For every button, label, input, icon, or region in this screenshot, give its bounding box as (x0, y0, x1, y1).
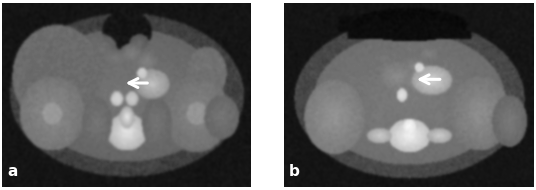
Text: b: b (289, 164, 300, 179)
Text: a: a (7, 164, 18, 179)
